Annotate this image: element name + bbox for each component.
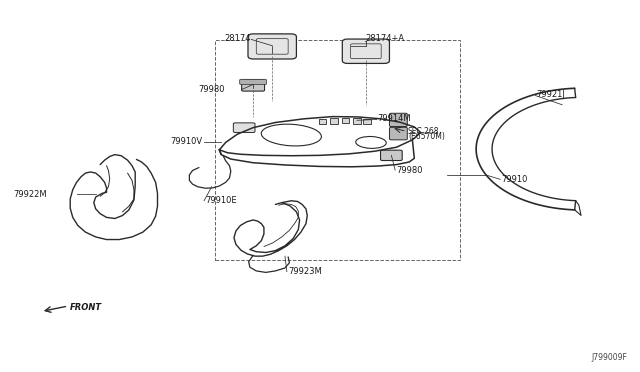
Bar xyxy=(319,119,326,124)
Text: J799009F: J799009F xyxy=(591,353,627,362)
FancyBboxPatch shape xyxy=(381,150,402,161)
Text: 79980: 79980 xyxy=(396,166,423,174)
Text: 79923M: 79923M xyxy=(288,267,322,276)
Text: 79922M: 79922M xyxy=(13,190,47,199)
Text: 79910V: 79910V xyxy=(171,137,203,146)
Text: 79980: 79980 xyxy=(198,85,225,94)
Text: 79910E: 79910E xyxy=(205,196,237,205)
Text: 79910: 79910 xyxy=(502,175,528,184)
FancyBboxPatch shape xyxy=(248,34,296,59)
FancyBboxPatch shape xyxy=(234,123,255,132)
FancyBboxPatch shape xyxy=(242,80,264,91)
Bar xyxy=(364,119,371,124)
Text: FRONT: FRONT xyxy=(70,302,102,312)
FancyBboxPatch shape xyxy=(240,79,266,84)
Bar xyxy=(353,118,361,124)
Text: 28174: 28174 xyxy=(225,34,251,43)
Text: 79921J: 79921J xyxy=(537,90,566,99)
Text: (E6570M): (E6570M) xyxy=(408,132,445,141)
Bar xyxy=(342,118,349,123)
Bar xyxy=(215,40,460,260)
Text: SEC.268: SEC.268 xyxy=(408,127,440,136)
FancyBboxPatch shape xyxy=(390,127,407,140)
Text: 79914M: 79914M xyxy=(378,114,411,123)
Text: 28174+A: 28174+A xyxy=(366,34,405,43)
FancyBboxPatch shape xyxy=(390,113,407,126)
FancyBboxPatch shape xyxy=(342,39,390,63)
Bar xyxy=(330,118,338,124)
